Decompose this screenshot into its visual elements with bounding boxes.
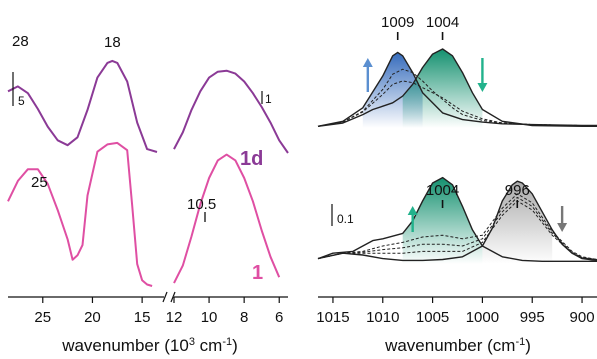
left-tick-label: 25 <box>34 309 51 326</box>
scale-bar-5: 5 <box>12 72 25 108</box>
scale-bar-0-1-label: 0.1 <box>337 212 354 226</box>
axis-break-mark <box>162 291 176 303</box>
scale-bar-1: 1 <box>261 91 272 106</box>
right-tick-label: 1005 <box>416 309 449 326</box>
upper-spectrum-1 <box>317 48 597 127</box>
right-arrows <box>362 58 568 232</box>
series-label-1d: 1d <box>240 148 263 170</box>
left-tick-label: 6 <box>275 309 283 326</box>
scale-bar-0-1: 0.1 <box>331 204 354 226</box>
arrow-up-icon <box>407 206 418 232</box>
left-tick-label: 10 <box>201 309 218 326</box>
right-tick-label: 900 <box>570 309 595 326</box>
left-tick-label: 8 <box>240 309 248 326</box>
upper-spectrum-0 <box>317 51 597 127</box>
lower-peak-label: 1004 <box>426 182 459 199</box>
left-curves <box>7 59 289 287</box>
lower-peak-label: 996 <box>505 182 530 199</box>
arrow-down-icon <box>477 58 488 92</box>
series-1d-curve-a <box>7 59 158 153</box>
lower-spectrum-2 <box>317 193 597 260</box>
right-tick-label: 995 <box>520 309 545 326</box>
upper-spectrum-2 <box>317 68 597 127</box>
right-panel: 1015 1010 1005 1000 995 900 1009 1004 1004 996 0… <box>316 14 597 355</box>
annotation-28: 28 <box>12 33 29 50</box>
annotation-18: 18 <box>104 34 121 51</box>
lower-peak-fill <box>482 181 553 264</box>
left-tick-label: 12 <box>166 309 183 326</box>
left-x-axis-title: wavenumber (103 cm-1) <box>61 336 238 355</box>
upper-spectrum-3 <box>317 80 597 127</box>
series-1-curve-a <box>7 141 153 287</box>
lower-spectrum-3 <box>317 196 597 260</box>
scale-bar-1-label: 1 <box>265 92 272 106</box>
annotation-25: 25 <box>31 174 48 191</box>
annotation-10-5: 10.5 <box>187 196 216 213</box>
left-tick-label: 15 <box>134 309 151 326</box>
right-x-ticks: 1015 1010 1005 1000 995 900 <box>316 297 595 326</box>
lower-spectrum-0 <box>317 176 597 262</box>
series-label-1: 1 <box>252 262 263 284</box>
right-x-axis-title: wavenumber (cm-1) <box>384 336 531 355</box>
lower-peak-fill <box>402 177 483 264</box>
right-tick-label: 1010 <box>366 309 399 326</box>
right-fills <box>362 49 553 264</box>
left-tick-label: 20 <box>84 309 101 326</box>
upper-peak-label: 1004 <box>426 14 459 31</box>
series-1-curve-b <box>173 153 281 284</box>
series-1d-curve-b <box>173 69 289 154</box>
right-tick-label: 1000 <box>466 309 499 326</box>
arrow-up-icon <box>362 58 373 92</box>
lower-spectrum-4 <box>317 200 597 260</box>
right-peak-labels: 1009 1004 1004 996 <box>381 14 530 208</box>
scale-bar-5-label: 5 <box>18 94 25 108</box>
left-panel: 25 20 15 12 10 8 6 5 1 28 18 25 10.5 1d 1 wave… <box>7 33 289 355</box>
upper-peak-label: 1009 <box>381 14 414 31</box>
left-x-ticks: 25 20 15 12 10 8 6 <box>34 297 283 326</box>
arrow-down-icon <box>557 206 568 232</box>
right-curves <box>317 48 597 262</box>
right-tick-label: 1015 <box>316 309 349 326</box>
